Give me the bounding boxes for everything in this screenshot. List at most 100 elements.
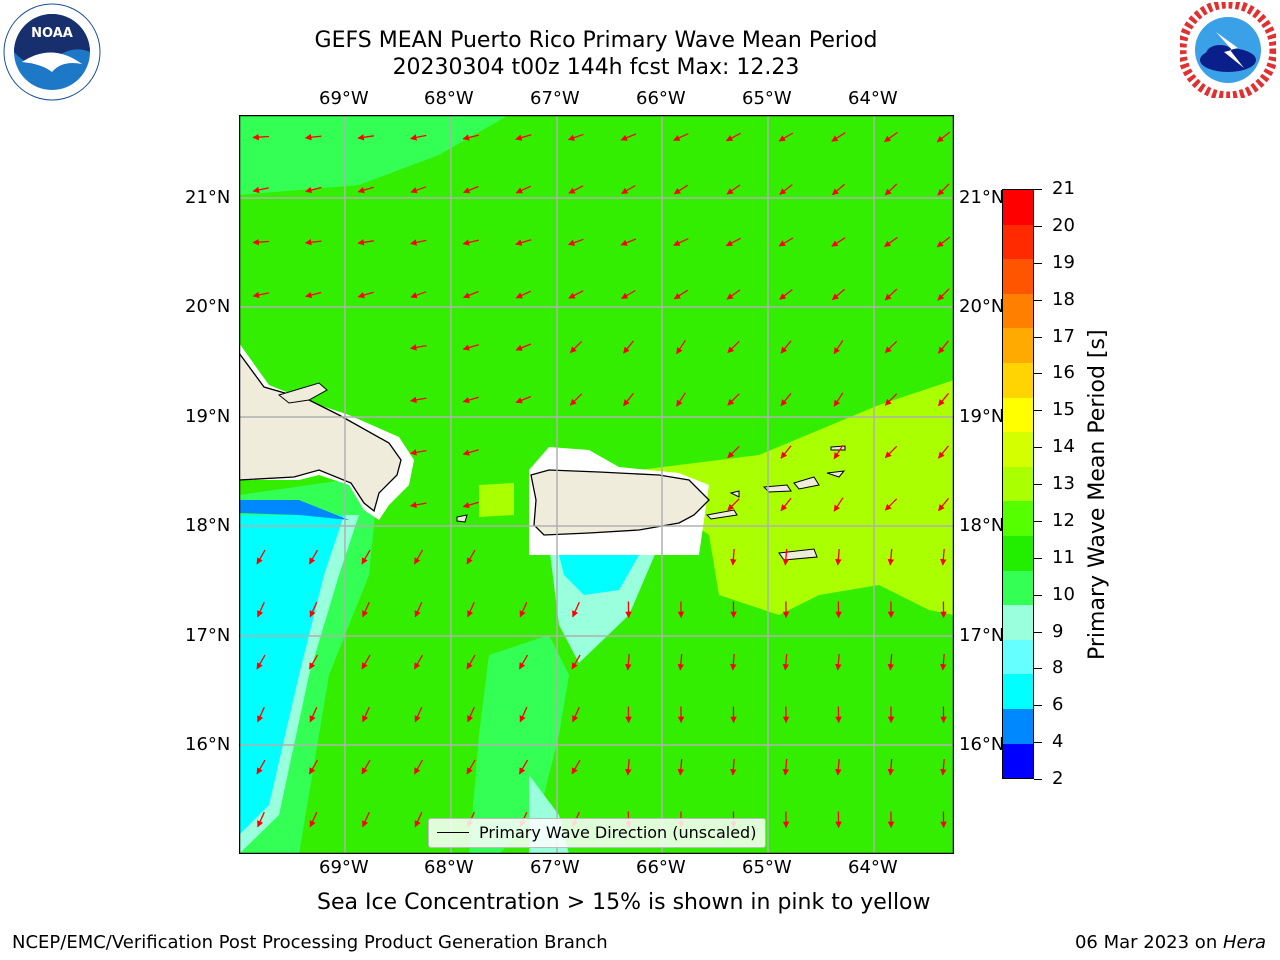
colorbar-tick-label: 19: [1052, 251, 1075, 273]
map-title-line2: 20230304 t00z 144h fcst Max: 12.23: [392, 55, 800, 80]
land-hispaniola: [239, 351, 402, 513]
wave-direction-arrow: [568, 290, 584, 299]
colorbar-label: Primary Wave Mean Period [s]: [1085, 329, 1110, 660]
lat-label-left: 18°N: [185, 515, 231, 536]
wave-direction-arrow: [887, 548, 895, 566]
wave-direction-arrow: [569, 393, 583, 406]
wave-direction-arrow: [410, 186, 427, 194]
wave-direction-arrow: [831, 132, 846, 142]
lat-label-left: 17°N: [185, 625, 231, 646]
wave-direction-arrow: [676, 392, 686, 407]
wave-direction-arrow: [252, 186, 269, 194]
wave-direction-arrow: [308, 654, 319, 670]
wave-direction-arrow: [779, 289, 793, 300]
wave-direction-arrow: [357, 239, 374, 246]
colorbar-segment: [1003, 293, 1033, 329]
wave-direction-arrow: [940, 758, 947, 776]
footer-date: 06 Mar 2023 on: [1074, 932, 1223, 953]
colorbar-tick-label: 2: [1052, 768, 1064, 789]
wave-direction-arrow: [937, 340, 950, 354]
legend-line-icon: [437, 832, 469, 833]
lat-label-left: 19°N: [185, 406, 231, 427]
wave-direction-arrow: [515, 343, 532, 351]
wave-direction-arrow: [413, 759, 424, 775]
lat-label-right: 20°N: [959, 296, 1005, 317]
wave-direction-arrow: [621, 289, 636, 300]
wave-direction-arrow: [308, 549, 319, 565]
wave-direction-arrow: [884, 183, 898, 196]
wave-direction-arrow: [673, 238, 689, 246]
wave-direction-arrow: [304, 239, 322, 246]
colorbar-tick-mark: [1034, 262, 1042, 264]
wave-direction-arrow: [361, 654, 371, 670]
wave-direction-arrow: [677, 653, 685, 671]
lat-label-left: 20°N: [185, 296, 231, 317]
wave-direction-arrow: [462, 501, 479, 509]
wave-direction-arrow: [730, 758, 737, 776]
map-frame: [239, 115, 954, 854]
wave-direction-arrow: [409, 396, 427, 404]
period-field-8-9: [239, 515, 344, 835]
wave-direction-arrow: [462, 185, 479, 194]
wave-direction-arrow: [835, 548, 842, 566]
colorbar-tick-mark: [1034, 189, 1042, 190]
colorbar-tick-mark: [1034, 225, 1042, 227]
wave-direction-arrow: [361, 549, 371, 565]
lon-label-top: 64°W: [848, 88, 898, 109]
wave-direction-arrow: [466, 549, 476, 565]
wave-direction-arrow: [730, 653, 737, 671]
wave-direction-arrow: [567, 238, 584, 246]
colorbar-segment: [1003, 224, 1033, 260]
colorbar-tick-mark: [1034, 299, 1042, 301]
wave-direction-arrow: [620, 238, 637, 246]
land-tortuga: [277, 382, 328, 404]
legend-text: Primary Wave Direction (unscaled): [479, 823, 757, 842]
wave-direction-arrow: [256, 549, 266, 565]
wave-direction-arrow: [519, 706, 528, 723]
land-tortola: [793, 476, 820, 490]
lon-label-top: 69°W: [319, 88, 369, 109]
lat-label-right: 17°N: [959, 625, 1005, 646]
map-title-line1: GEFS MEAN Puerto Rico Primary Wave Mean …: [314, 28, 878, 53]
wave-direction-arrow: [730, 548, 737, 566]
wave-direction-arrow: [780, 445, 792, 459]
wave-direction-arrow: [625, 758, 632, 776]
wave-direction-arrow: [833, 444, 844, 460]
wave-direction-arrow: [357, 186, 374, 194]
wave-direction-arrow: [413, 549, 424, 565]
wave-direction-arrow: [620, 133, 637, 141]
colorbar-segment: [1003, 639, 1033, 675]
wave-direction-arrow: [466, 654, 476, 670]
wave-direction-arrow: [940, 548, 947, 566]
wave-direction-arrow: [362, 601, 370, 618]
wave-direction-arrow: [515, 290, 532, 299]
wave-direction-arrow: [462, 344, 479, 351]
wave-direction-arrow: [727, 498, 740, 511]
colorbar-tick-mark: [1034, 484, 1042, 485]
wave-direction-arrow: [309, 601, 318, 618]
wave-direction-arrow: [305, 186, 322, 194]
wave-direction-arrow: [572, 706, 580, 723]
lon-label-bottom: 68°W: [424, 857, 474, 878]
wave-direction-arrow: [937, 445, 950, 459]
wave-direction-arrow: [309, 706, 318, 723]
wave-direction-arrow: [357, 291, 374, 299]
wave-direction-arrow: [884, 393, 898, 406]
lon-label-bottom: 67°W: [530, 857, 580, 878]
wave-direction-arrow: [304, 134, 322, 141]
footer-host: Hera: [1222, 932, 1266, 953]
wave-direction-arrow: [936, 236, 951, 248]
wave-direction-arrow: [833, 497, 844, 512]
lat-label-right: 16°N: [959, 734, 1005, 755]
colorbar-tick-label: 16: [1052, 362, 1075, 384]
lat-label-right: 18°N: [959, 515, 1005, 536]
wave-direction-arrow: [883, 131, 898, 143]
wave-direction-arrow: [831, 288, 846, 301]
wave-direction-arrow: [621, 184, 636, 195]
wave-direction-arrow: [256, 759, 266, 775]
colorbar-tick-label: 4: [1052, 731, 1064, 753]
wave-direction-arrow: [937, 288, 950, 301]
colorbar-tick-mark: [1034, 705, 1042, 707]
wave-direction-arrow: [936, 131, 951, 143]
wave-direction-arrow: [622, 392, 635, 407]
